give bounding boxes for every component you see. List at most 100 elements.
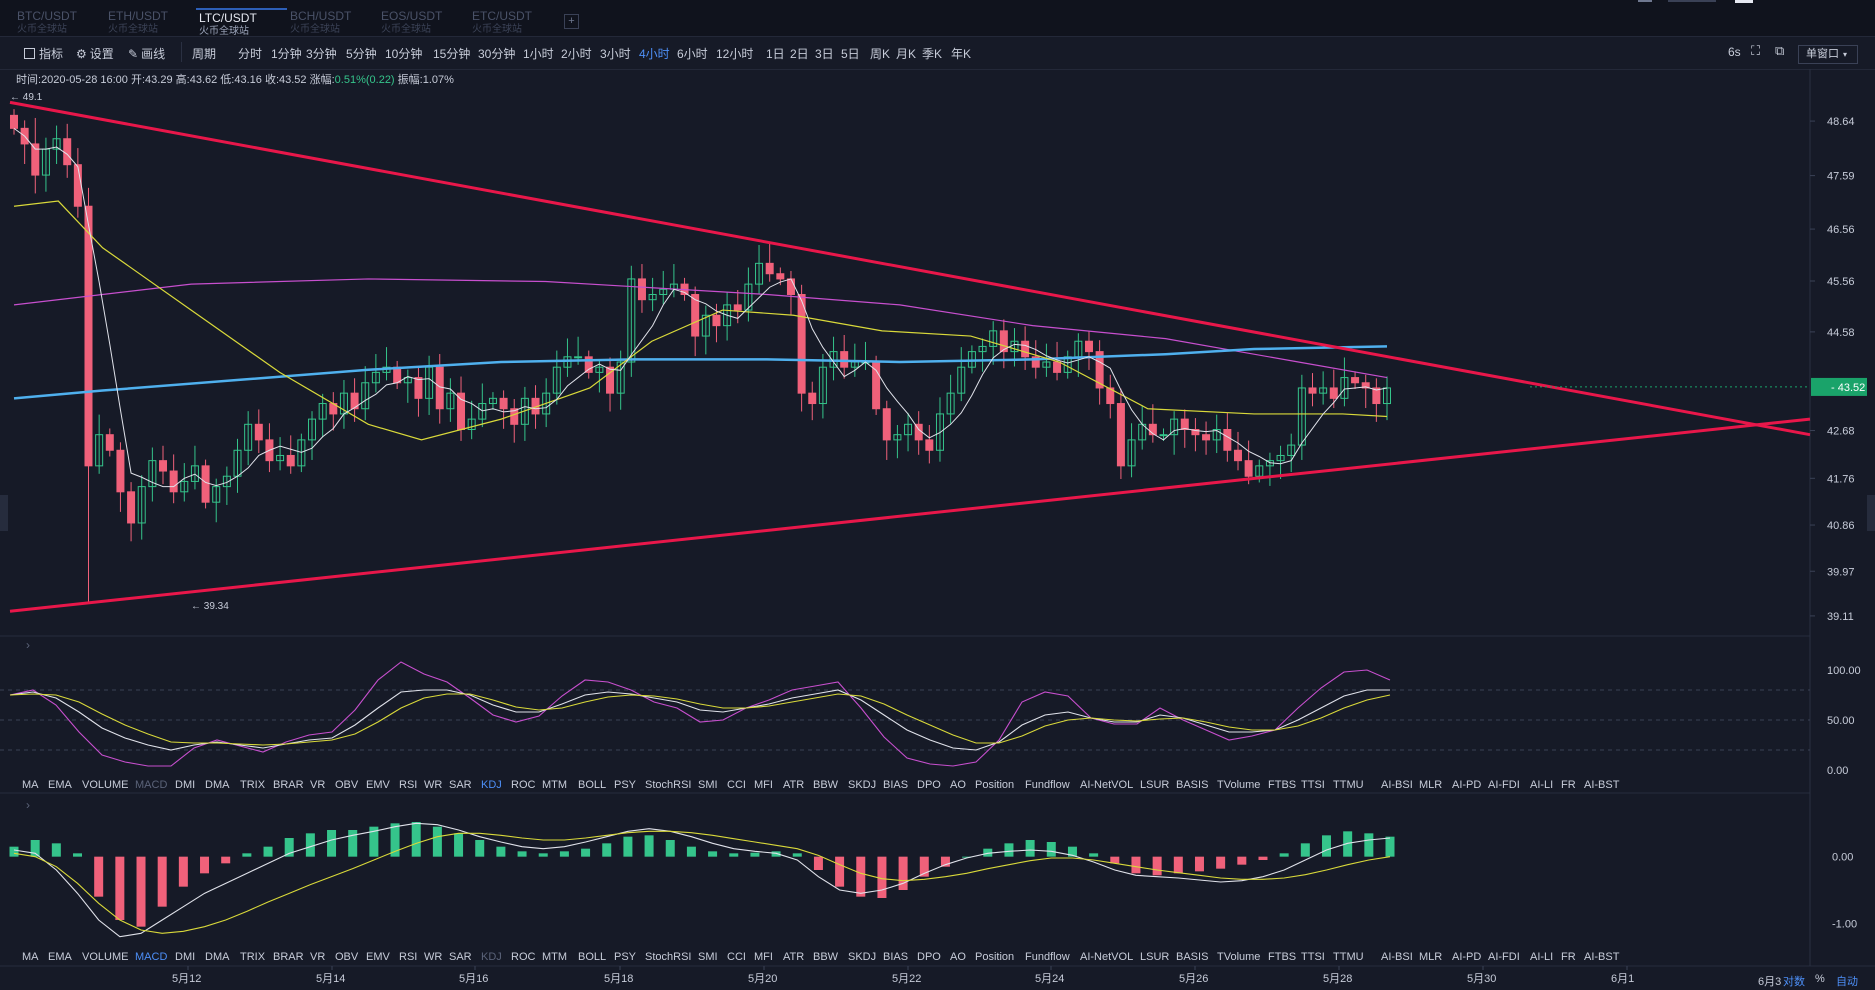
indicator-option[interactable]: BASIS xyxy=(1176,779,1209,791)
indicator-option[interactable]: KDJ xyxy=(481,779,502,791)
indicator-option[interactable]: SKDJ xyxy=(848,951,877,963)
period-option[interactable]: 月K xyxy=(896,47,917,61)
indicator-option[interactable]: CCI xyxy=(727,779,746,791)
tab-eth[interactable]: ETH/USDT 火币全球站 xyxy=(108,10,168,36)
indicator-option[interactable]: TRIX xyxy=(240,951,266,963)
indicator-option[interactable]: SAR xyxy=(449,951,472,963)
indicator-option[interactable]: AI-LI xyxy=(1530,779,1554,791)
settings-button[interactable]: ⚙ 设置 xyxy=(76,45,114,62)
indicator-option[interactable]: Fundflow xyxy=(1025,951,1070,963)
indicator-option[interactable]: ROC xyxy=(511,779,536,791)
indicator-option[interactable]: TTMU xyxy=(1333,779,1364,791)
period-option[interactable]: 年K xyxy=(951,47,972,61)
right-collapse-handle[interactable] xyxy=(1867,495,1875,531)
indicator-option[interactable]: OBV xyxy=(335,951,359,963)
indicator-option[interactable]: Fundflow xyxy=(1025,779,1070,791)
indicator-option[interactable]: BBW xyxy=(813,779,839,791)
auto-scale-toggle[interactable]: 自动 xyxy=(1836,976,1858,988)
indicator-option[interactable]: BRAR xyxy=(273,779,304,791)
indicator-option[interactable]: AI-BST xyxy=(1584,779,1620,791)
indicator-option[interactable]: OBV xyxy=(335,779,359,791)
tab-btc[interactable]: BTC/USDT 火币全球站 xyxy=(17,10,77,36)
indicator-option[interactable]: SMI xyxy=(698,779,718,791)
indicator-option[interactable]: KDJ xyxy=(481,951,502,963)
indicator-option[interactable]: SMI xyxy=(698,951,718,963)
indicator-option[interactable]: TTSI xyxy=(1301,951,1325,963)
indicator-option[interactable]: WR xyxy=(424,951,443,963)
indicator-option[interactable]: MA xyxy=(22,779,39,791)
period-option[interactable]: 2日 xyxy=(790,47,809,61)
indicator-option[interactable]: EMV xyxy=(366,779,390,791)
period-option[interactable]: 3分钟 xyxy=(306,47,337,61)
indicator-option[interactable]: TVolume xyxy=(1217,951,1261,963)
indicator-option[interactable]: PSY xyxy=(614,951,637,963)
indicator-option[interactable]: MA xyxy=(22,951,39,963)
tab-ltc[interactable]: LTC/USDT 火币全球站 xyxy=(196,8,287,38)
indicator-option[interactable]: MACD xyxy=(135,951,168,963)
period-option[interactable]: 季K xyxy=(922,47,943,61)
indicator-option[interactable]: DPO xyxy=(917,951,941,963)
indicator-option[interactable]: MFI xyxy=(754,951,773,963)
indicator-option[interactable]: AI-FDI xyxy=(1488,779,1520,791)
indicator-option[interactable]: FR xyxy=(1561,779,1576,791)
indicator-option[interactable]: MFI xyxy=(754,779,773,791)
indicator-option[interactable]: RSI xyxy=(399,779,418,791)
indicator-option[interactable]: StochRSI xyxy=(645,951,692,963)
indicator-option[interactable]: BOLL xyxy=(578,951,607,963)
indicator-option[interactable]: PSY xyxy=(614,779,637,791)
left-collapse-handle[interactable] xyxy=(0,495,8,531)
indicator-option[interactable]: AI-NetVOL xyxy=(1080,951,1134,963)
period-option[interactable]: 5分钟 xyxy=(346,47,377,61)
period-option[interactable]: 15分钟 xyxy=(433,47,471,61)
screenshot-icon[interactable]: ⧉ xyxy=(1775,43,1785,58)
period-option[interactable]: 30分钟 xyxy=(478,47,516,61)
indicator-option[interactable]: ATR xyxy=(783,779,805,791)
period-option[interactable]: 5日 xyxy=(841,47,860,61)
indicator-option[interactable]: Position xyxy=(975,951,1015,963)
indicator-option[interactable]: VR xyxy=(310,779,326,791)
indicator-option[interactable]: EMV xyxy=(366,951,390,963)
indicator-option[interactable]: RSI xyxy=(399,951,418,963)
indicator-option[interactable]: CCI xyxy=(727,951,746,963)
tab-eos[interactable]: EOS/USDT 火币全球站 xyxy=(381,10,442,36)
indicator-option[interactable]: EMA xyxy=(48,779,72,791)
indicator-option[interactable]: AO xyxy=(950,951,966,963)
window-control-icon[interactable] xyxy=(1668,0,1716,2)
period-option[interactable]: 1小时 xyxy=(523,47,554,61)
indicator-option[interactable]: BIAS xyxy=(883,951,909,963)
period-option[interactable]: 2小时 xyxy=(561,47,592,61)
indicator-option[interactable]: DMA xyxy=(205,951,230,963)
indicator-option[interactable]: AI-FDI xyxy=(1488,951,1520,963)
indicator-option[interactable]: ATR xyxy=(783,951,805,963)
indicator-option[interactable]: FR xyxy=(1561,951,1576,963)
indicator-option[interactable]: FTBS xyxy=(1268,779,1297,791)
indicator-option[interactable]: TTMU xyxy=(1333,951,1364,963)
indicator-option[interactable]: AI-BSI xyxy=(1381,779,1413,791)
period-option[interactable]: 3日 xyxy=(815,47,834,61)
indicator-option[interactable]: BOLL xyxy=(578,779,607,791)
indicator-option[interactable]: MLR xyxy=(1419,779,1443,791)
indicator-option[interactable]: LSUR xyxy=(1140,951,1170,963)
period-option[interactable]: 4小时 xyxy=(639,47,670,61)
indicator-option[interactable]: VR xyxy=(310,951,326,963)
indicator-option[interactable]: TRIX xyxy=(240,779,266,791)
period-option[interactable]: 周K xyxy=(870,47,891,61)
indicator-option[interactable]: EMA xyxy=(48,951,72,963)
indicator-option[interactable]: MLR xyxy=(1419,951,1443,963)
indicator-option[interactable]: DPO xyxy=(917,779,941,791)
indicator-option[interactable]: AI-BSI xyxy=(1381,951,1413,963)
refresh-interval[interactable]: 6s xyxy=(1728,45,1741,59)
period-option[interactable]: 1日 xyxy=(766,47,785,61)
indicator-option[interactable]: FTBS xyxy=(1268,951,1297,963)
indicator-option[interactable]: MACD xyxy=(135,779,168,791)
indicator-option[interactable]: BBW xyxy=(813,951,839,963)
indicator-option[interactable]: VOLUME xyxy=(82,951,129,963)
indicator-option[interactable]: ROC xyxy=(511,951,536,963)
indicator-option[interactable]: TTSI xyxy=(1301,779,1325,791)
indicator-option[interactable]: AI-PD xyxy=(1452,779,1482,791)
window-control-icon[interactable] xyxy=(1735,0,1753,3)
indicator-option[interactable]: AO xyxy=(950,779,966,791)
period-option[interactable]: 10分钟 xyxy=(385,47,423,61)
period-option[interactable]: 分时 xyxy=(238,47,263,61)
